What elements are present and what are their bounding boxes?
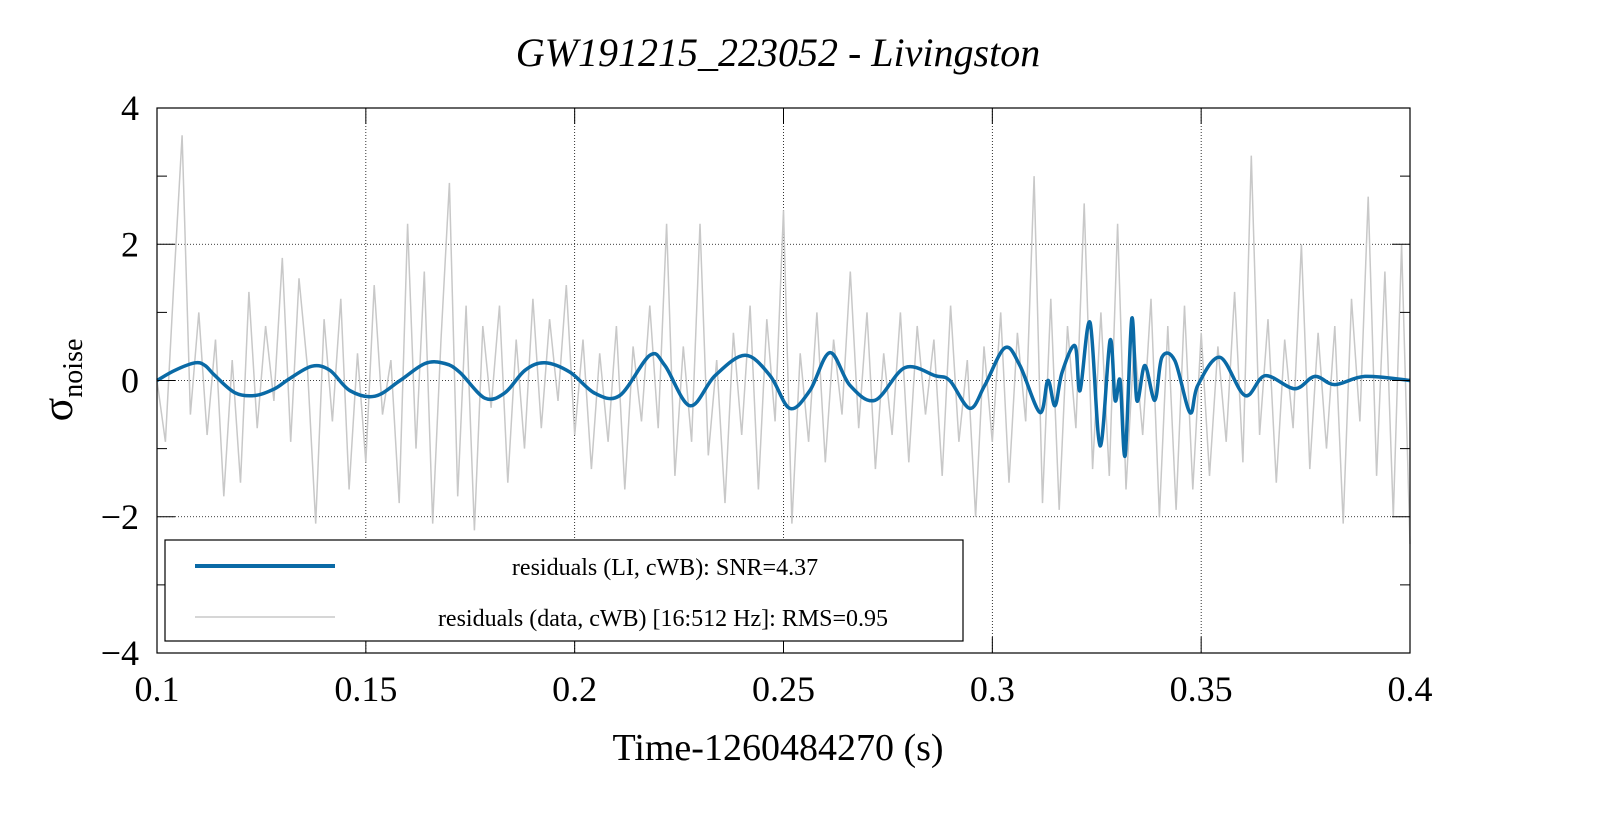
x-tick-labels: 0.1 0.15 0.2 0.25 0.3 0.35 0.4 xyxy=(135,669,1433,709)
y-tick-label: −2 xyxy=(101,497,139,537)
y-axis-title: σnoise xyxy=(33,339,89,422)
x-axis-title: Time-1260484270 (s) xyxy=(612,727,943,769)
chart-title: GW191215_223052 - Livingston xyxy=(516,30,1040,75)
y-tick-label: −4 xyxy=(101,633,139,673)
x-tick-label: 0.2 xyxy=(552,669,597,709)
x-tick-label: 0.1 xyxy=(135,669,180,709)
li-residuals-line xyxy=(156,316,1411,458)
x-tick-label: 0.15 xyxy=(334,669,397,709)
legend-label-data: residuals (data, cWB) [16:512 Hz]: RMS=0… xyxy=(438,606,888,632)
data-residuals-line xyxy=(156,135,1411,545)
y-tick-label: 4 xyxy=(121,88,139,128)
series-li-residuals xyxy=(156,316,1411,458)
x-tick-label: 0.4 xyxy=(1388,669,1433,709)
series-data-residuals xyxy=(156,135,1411,545)
x-tick-label: 0.35 xyxy=(1170,669,1233,709)
y-tick-labels: −4 −2 0 2 4 xyxy=(101,88,139,673)
legend: residuals (LI, cWB): SNR=4.37 residuals … xyxy=(164,539,964,642)
y-tick-label: 0 xyxy=(121,361,139,401)
y-axis-title-sub: noise xyxy=(58,339,89,398)
legend-box xyxy=(164,539,964,642)
y-axis-title-main: σ xyxy=(33,397,82,421)
x-tick-label: 0.3 xyxy=(970,669,1015,709)
legend-label-li: residuals (LI, cWB): SNR=4.37 xyxy=(512,555,818,581)
x-tick-label: 0.25 xyxy=(752,669,815,709)
y-tick-label: 2 xyxy=(121,224,139,264)
